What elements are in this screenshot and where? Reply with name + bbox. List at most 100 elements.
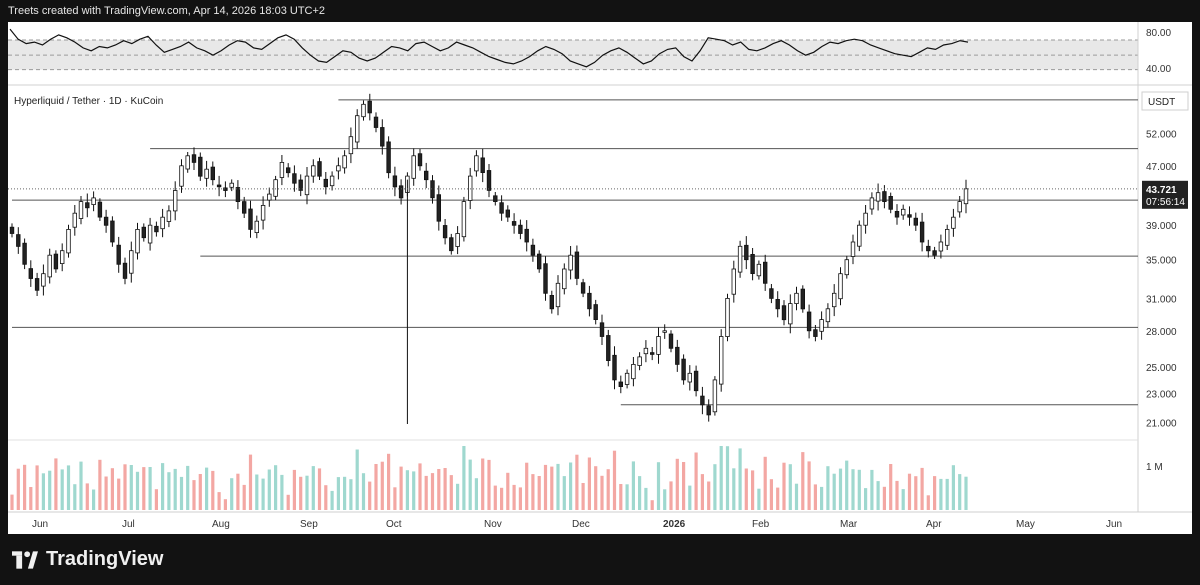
oscillator-tick-label: 40.00 [1146, 64, 1171, 75]
volume-bar [380, 461, 384, 510]
tradingview-logo-icon [12, 550, 38, 569]
volume-bar [230, 478, 234, 510]
volume-bar [330, 490, 334, 510]
candle-body [869, 197, 875, 210]
candlesticks [9, 93, 969, 422]
candle-body [524, 228, 529, 243]
volume-bar [882, 486, 886, 510]
volume-bar [682, 462, 686, 510]
candle-body [537, 253, 542, 270]
volume-bar [16, 468, 20, 510]
candle-body [530, 244, 536, 256]
candle-body [342, 155, 347, 169]
candle-body [806, 311, 812, 332]
volume-bar [631, 461, 635, 510]
time-axis[interactable]: Jun Jul Aug Sep Oct Nov Dec 2026 Feb Mar Apr May Jun [32, 519, 1122, 530]
candle-body [932, 250, 937, 256]
candle-body [493, 195, 498, 203]
volume-bar [474, 478, 478, 510]
candle-body [926, 245, 931, 252]
candle-body [191, 154, 197, 163]
candle-body [938, 241, 944, 252]
candle-body [555, 282, 561, 308]
candle-body [298, 179, 303, 191]
candle-body [198, 156, 203, 177]
candle-body [737, 245, 743, 273]
candle-body [47, 254, 52, 278]
volume-bar [135, 471, 140, 510]
volume-bar [85, 483, 89, 510]
candle-body [951, 216, 956, 229]
candle-body [643, 347, 649, 355]
candle-body [631, 363, 636, 380]
snapshot-caption: Treets created with TradingView.com, Apr… [8, 5, 326, 17]
candle-body [398, 185, 404, 199]
price-tick-label: 25.000 [1146, 363, 1177, 374]
candle-body [380, 127, 385, 147]
candle-body [216, 184, 222, 188]
candle-body [957, 201, 962, 213]
candle-body [919, 221, 925, 243]
volume-bar [424, 475, 428, 510]
candle-body [160, 216, 165, 230]
candle-body [229, 182, 234, 188]
volume-bar [393, 487, 397, 510]
volume-bar [920, 467, 924, 510]
volume-bar [650, 500, 654, 510]
price-tick-label: 47.000 [1146, 162, 1177, 173]
candle-body [329, 175, 335, 187]
volume-bar [456, 483, 460, 510]
volume-bar [851, 469, 855, 510]
candle-body [794, 292, 799, 304]
candle-body [392, 175, 398, 188]
volume-bar [54, 458, 58, 510]
candle-body [172, 190, 178, 212]
candle-body [518, 224, 523, 234]
time-axis-label: Jul [122, 519, 135, 530]
chart-svg[interactable]: 80.00 40.00 Hyperliquid / Tether · 1D · … [8, 22, 1192, 534]
volume-bar [907, 473, 912, 510]
volume-bar [173, 468, 177, 510]
volume-bar [669, 481, 673, 510]
candle-body [122, 262, 128, 279]
volume-bar [430, 473, 435, 510]
candle-body [423, 170, 429, 181]
currency-box[interactable] [1141, 91, 1189, 111]
candle-body [505, 209, 510, 218]
candle-body [235, 187, 241, 203]
candle-body [323, 178, 328, 188]
candle-body [336, 165, 341, 172]
volume-bar [305, 475, 309, 510]
candle-body [241, 201, 247, 214]
volume-bar [110, 468, 114, 510]
volume-bar [73, 484, 77, 510]
candle-body [279, 161, 285, 178]
candle-body [549, 294, 554, 310]
volume-bar [556, 463, 560, 510]
chart-area[interactable]: 80.00 40.00 Hyperliquid / Tether · 1D · … [8, 22, 1192, 534]
volume-bar [820, 486, 824, 510]
volume-bar [35, 465, 39, 510]
volume-bar [267, 469, 271, 510]
candle-body [9, 226, 15, 234]
volume-bar [437, 469, 441, 510]
candle-body [267, 193, 272, 201]
volume-bar [707, 481, 711, 510]
volume-bar [889, 464, 893, 510]
volume-bar [644, 487, 648, 510]
candle-body [675, 346, 680, 365]
tradingview-brand[interactable]: TradingView [12, 548, 163, 571]
candle-body [681, 358, 686, 381]
candle-body [838, 273, 843, 300]
volume-bar [537, 476, 541, 510]
volume-bar [79, 461, 83, 510]
candle-body [204, 168, 209, 179]
candle-body [618, 381, 623, 387]
volume-bar [311, 466, 315, 510]
candle-body [612, 354, 617, 381]
volume-bar [813, 484, 817, 510]
price-tick-label: 39.000 [1146, 221, 1177, 232]
volume-bar [926, 495, 930, 510]
volume-bar [700, 474, 704, 510]
